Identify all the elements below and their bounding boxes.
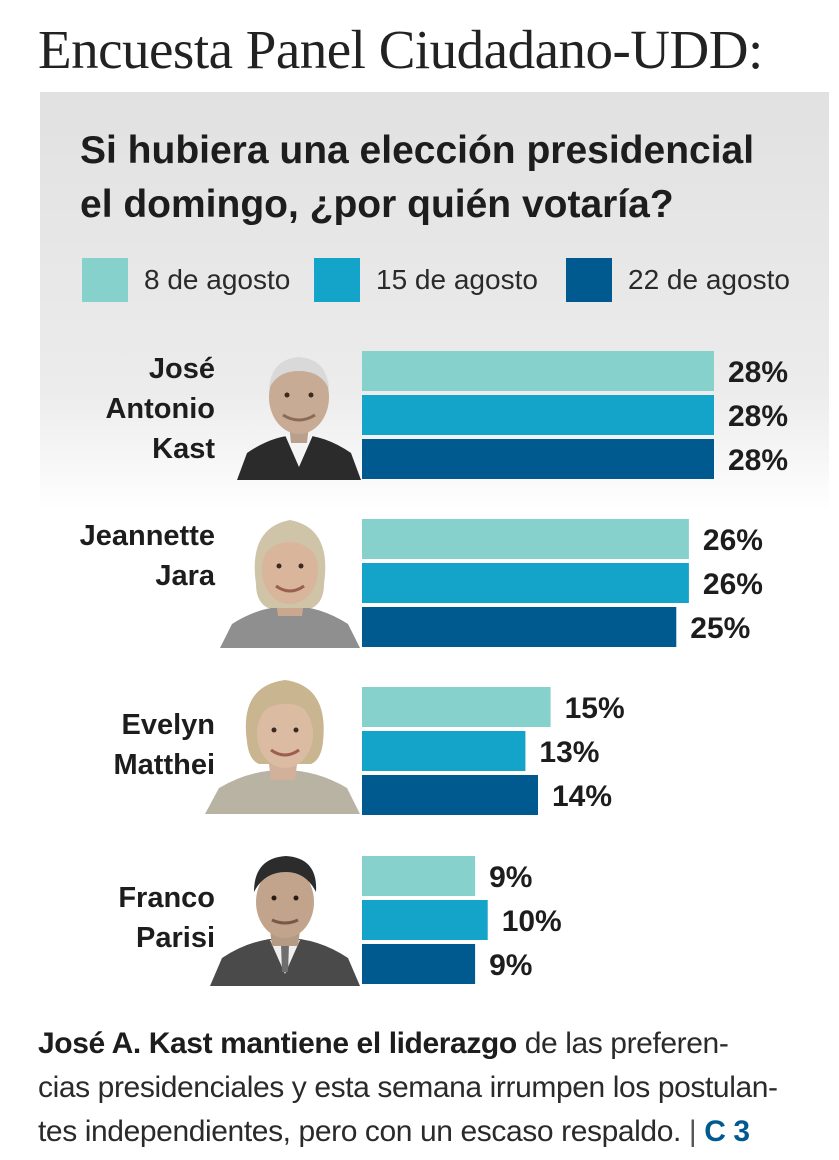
bar-value-label: 26% bbox=[703, 568, 763, 601]
bar-jose-antonio-kast-15-de-agosto bbox=[362, 395, 714, 435]
caption-separator: | bbox=[688, 1115, 697, 1148]
candidate-name-jara: Jeannette Jara bbox=[80, 516, 215, 596]
legend-item-15-agosto: 15 de agosto bbox=[314, 258, 538, 302]
bar-value-label: 28% bbox=[728, 444, 788, 477]
bar-value-label: 9% bbox=[489, 949, 532, 982]
bar-jeannette-jara-15-de-agosto bbox=[362, 563, 689, 603]
question-line-2: el domingo, ¿por quién votaría? bbox=[80, 183, 674, 226]
candidate-name-line: Jeannette bbox=[79, 520, 215, 552]
caption-line-3-text: tes independientes, pero con un escaso r… bbox=[38, 1115, 681, 1148]
legend-item-22-agosto: 22 de agosto bbox=[566, 258, 790, 302]
caption-line-3: tes independientes, pero con un escaso r… bbox=[38, 1110, 838, 1154]
bar-value-label: 25% bbox=[690, 612, 750, 645]
caption-bold: José A. Kast mantiene el liderazgo bbox=[38, 1027, 517, 1060]
portrait-parisi-icon bbox=[210, 856, 360, 986]
bar-jose-antonio-kast-22-de-agosto bbox=[362, 439, 714, 479]
candidate-name-line: Matthei bbox=[113, 749, 216, 781]
bar-value-label: 26% bbox=[703, 524, 763, 557]
portrait-matthei-icon bbox=[205, 680, 360, 814]
question-line-1: Si hubiera una elección presidencial bbox=[80, 129, 755, 172]
candidate-name-line: Franco bbox=[118, 882, 215, 914]
bar-evelyn-matthei-8-de-agosto bbox=[362, 687, 551, 727]
legend-label-8-agosto: 8 de agosto bbox=[144, 264, 291, 295]
candidate-name-line: Antonio bbox=[105, 393, 215, 425]
bar-franco-parisi-22-de-agosto bbox=[362, 944, 476, 984]
legend-swatch-22-agosto bbox=[566, 258, 612, 302]
bar-jeannette-jara-22-de-agosto bbox=[362, 607, 677, 647]
chart-question: Si hubiera una elección presidencial el … bbox=[80, 124, 820, 232]
candidate-name-matthei: Evelyn Matthei bbox=[114, 705, 216, 785]
bar-evelyn-matthei-22-de-agosto bbox=[362, 775, 538, 815]
candidate-name-line: Kast bbox=[152, 433, 215, 465]
headline: Encuesta Panel Ciudadano-UDD: bbox=[38, 19, 763, 80]
legend-swatch-15-agosto bbox=[314, 258, 360, 302]
candidate-name-kast: José Antonio Kast bbox=[105, 349, 215, 469]
legend-label-15-agosto: 15 de agosto bbox=[376, 264, 538, 295]
bar-value-label: 14% bbox=[552, 780, 612, 813]
bar-value-label: 10% bbox=[502, 905, 562, 938]
legend-swatch-8-agosto bbox=[82, 258, 128, 302]
caption: José A. Kast mantiene el liderazgo de la… bbox=[38, 1022, 838, 1154]
bar-jose-antonio-kast-8-de-agosto bbox=[362, 351, 714, 391]
candidate-name-line: Jara bbox=[155, 560, 215, 592]
bar-value-label: 9% bbox=[489, 861, 532, 894]
bar-evelyn-matthei-15-de-agosto bbox=[362, 731, 526, 771]
bar-value-label: 13% bbox=[539, 736, 599, 769]
section-reference: C 3 bbox=[704, 1115, 750, 1148]
legend-label-22-agosto: 22 de agosto bbox=[628, 264, 790, 295]
caption-line-1-rest: de las preferen- bbox=[516, 1027, 729, 1060]
candidate-name-line: Evelyn bbox=[121, 709, 216, 741]
caption-line-2: cias presidenciales y esta semana irrump… bbox=[38, 1071, 778, 1104]
bar-franco-parisi-15-de-agosto bbox=[362, 900, 488, 940]
bar-value-label: 15% bbox=[565, 692, 625, 725]
portrait-kast-icon bbox=[237, 357, 361, 480]
portrait-jara-icon bbox=[220, 520, 360, 648]
bar-franco-parisi-8-de-agosto bbox=[362, 856, 476, 896]
candidate-name-parisi: Franco Parisi bbox=[118, 878, 215, 958]
legend-item-8-agosto: 8 de agosto bbox=[82, 258, 290, 302]
caption-line-1: José A. Kast mantiene el liderazgo de la… bbox=[38, 1022, 838, 1066]
bar-value-label: 28% bbox=[728, 356, 788, 389]
candidate-name-line: José bbox=[148, 353, 215, 385]
candidate-name-line: Parisi bbox=[136, 922, 215, 954]
bar-value-label: 28% bbox=[728, 400, 788, 433]
bar-jeannette-jara-8-de-agosto bbox=[362, 519, 689, 559]
